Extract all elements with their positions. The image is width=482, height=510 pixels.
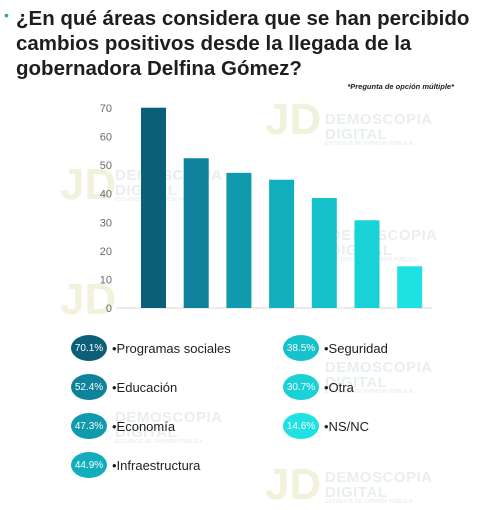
legend-label: •Educación xyxy=(112,380,178,395)
legend-label: •Economía xyxy=(112,419,176,434)
watermark-logo: JD xyxy=(60,160,117,209)
legend-label: •Infraestructura xyxy=(112,458,201,473)
y-tick-label: 70 xyxy=(100,103,112,115)
y-tick-label: 0 xyxy=(106,303,112,315)
y-tick-label: 60 xyxy=(100,132,112,144)
legend-value-badge: 70.1% xyxy=(71,335,107,361)
y-tick-label: 50 xyxy=(100,160,112,172)
multiple-choice-note: *Pregunta de opción múltiple* xyxy=(347,82,454,91)
legend-value-badge: 14.6% xyxy=(283,413,319,439)
legend-value-badge: 38.5% xyxy=(283,335,319,361)
legend-label: •Seguridad xyxy=(324,341,388,356)
bar-programas-sociales xyxy=(141,107,166,308)
bar-seguridad xyxy=(311,198,337,308)
legend-value-badge: 52.4% xyxy=(71,374,107,400)
title-bullet: • xyxy=(4,7,9,23)
y-tick-label: 30 xyxy=(100,217,112,229)
legend-value-badge: 30.7% xyxy=(283,374,319,400)
watermark-logo: JD xyxy=(265,460,322,509)
watermark-logo: JD xyxy=(60,275,117,324)
legend-value-badge: 44.9% xyxy=(71,452,107,478)
legend-label: •Otra xyxy=(324,380,354,395)
chart-title: ¿En qué áreas considera que se han perci… xyxy=(16,7,470,80)
legend-value-badge: 47.3% xyxy=(71,413,107,439)
y-tick-label: 10 xyxy=(100,274,112,286)
watermark-logo: JD xyxy=(265,95,322,144)
bar-educaci-n xyxy=(183,158,209,308)
bar-infraestructura xyxy=(269,179,295,308)
y-tick-label: 20 xyxy=(100,246,112,258)
y-tick-label: 40 xyxy=(100,189,112,201)
bar-ns-nc xyxy=(397,266,423,308)
bar-chart: 0 10 20 30 40 50 60 70 xyxy=(100,103,432,315)
legend-label: •NS/NC xyxy=(324,419,369,434)
legend-label: •Programas sociales xyxy=(112,341,231,356)
bar-otra xyxy=(354,220,380,308)
bar-econom-a xyxy=(226,172,252,308)
